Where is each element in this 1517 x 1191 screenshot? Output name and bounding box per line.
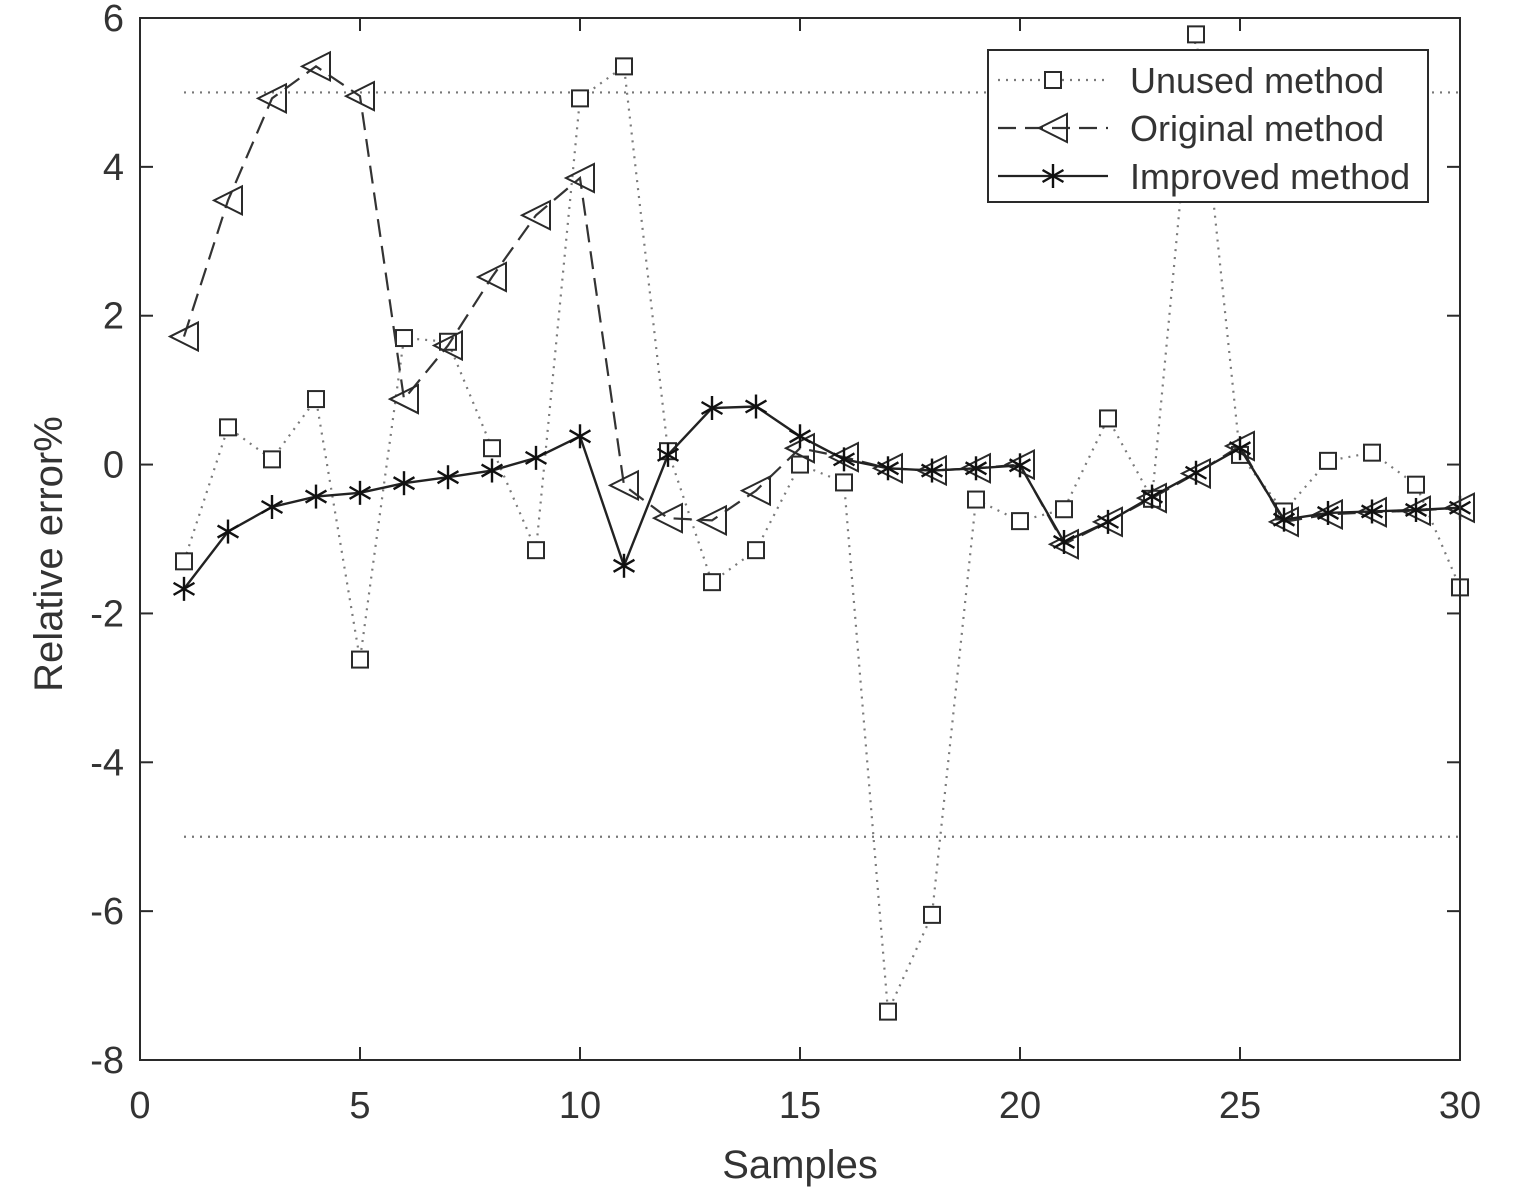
data-point-triangle-left bbox=[343, 80, 375, 112]
data-point-asterisk bbox=[1316, 500, 1340, 525]
data-point-triangle-left bbox=[519, 199, 551, 231]
y-axis-label: Relative error% bbox=[27, 416, 71, 692]
data-point-square bbox=[1363, 443, 1381, 462]
data-point-triangle-left bbox=[739, 475, 771, 507]
x-tick-label: 30 bbox=[1439, 1085, 1481, 1127]
data-point-triangle-left bbox=[211, 184, 243, 216]
data-point-square bbox=[615, 57, 633, 76]
x-tick-label: 5 bbox=[349, 1085, 370, 1127]
legend-entry: Improved method bbox=[998, 156, 1410, 197]
series-line bbox=[182, 34, 1462, 1016]
x-axis-label: Samples bbox=[722, 1143, 878, 1187]
data-point-asterisk bbox=[1272, 507, 1296, 532]
data-point-square bbox=[351, 650, 369, 669]
data-point-triangle-left bbox=[695, 504, 727, 537]
data-point-square bbox=[571, 89, 589, 108]
data-point-asterisk bbox=[832, 447, 856, 472]
data-point-asterisk bbox=[920, 458, 944, 483]
x-tick-label: 25 bbox=[1219, 1085, 1261, 1127]
data-point-square bbox=[527, 541, 545, 560]
data-point-square bbox=[395, 329, 413, 348]
data-point-square bbox=[923, 905, 941, 924]
data-point-square bbox=[1319, 451, 1337, 470]
data-point-square bbox=[703, 573, 721, 592]
legend-entry: Original method bbox=[998, 108, 1384, 149]
data-point-asterisk bbox=[304, 484, 328, 509]
data-point-square bbox=[1011, 512, 1029, 531]
data-point-triangle-left bbox=[563, 162, 595, 194]
data-point-asterisk bbox=[1096, 509, 1120, 534]
legend-marker-asterisk bbox=[1041, 164, 1065, 188]
data-point-asterisk bbox=[788, 424, 812, 449]
data-point-asterisk bbox=[1404, 497, 1428, 522]
data-point-square bbox=[219, 418, 237, 437]
data-point-asterisk bbox=[216, 519, 240, 544]
y-tick-label: -8 bbox=[90, 1040, 124, 1082]
data-point-triangle-left bbox=[167, 320, 199, 353]
series-improved-method bbox=[172, 394, 1472, 601]
data-point-asterisk bbox=[876, 456, 900, 481]
data-point-asterisk bbox=[568, 424, 592, 449]
data-point-triangle-left bbox=[299, 50, 331, 82]
y-tick-label: -4 bbox=[90, 742, 124, 784]
data-point-triangle-left bbox=[607, 469, 639, 502]
data-point-square bbox=[175, 552, 193, 571]
y-tick-label: 6 bbox=[103, 0, 124, 40]
data-point-triangle-left bbox=[255, 82, 287, 115]
legend-label: Improved method bbox=[1130, 156, 1410, 197]
data-point-asterisk bbox=[1184, 460, 1208, 485]
data-point-square bbox=[747, 541, 765, 560]
legend-label: Original method bbox=[1130, 108, 1384, 149]
data-point-asterisk bbox=[1008, 453, 1032, 478]
data-point-asterisk bbox=[1140, 484, 1164, 509]
data-point-asterisk bbox=[1052, 529, 1076, 554]
data-point-square bbox=[835, 473, 853, 492]
data-point-asterisk bbox=[260, 494, 284, 519]
y-tick-label: -2 bbox=[90, 593, 124, 635]
axes: 0 5 10 15 20 25 30 -8 -6 -4 -2 0 2 4 6 bbox=[90, 0, 1481, 1127]
legend-marker-square bbox=[1044, 71, 1062, 89]
y-tick-label: 2 bbox=[103, 296, 124, 338]
data-point-square bbox=[483, 439, 501, 458]
y-tick-label: 4 bbox=[103, 147, 124, 189]
data-point-triangle-left bbox=[651, 502, 683, 534]
data-point-square bbox=[1187, 25, 1205, 44]
data-point-asterisk bbox=[524, 445, 548, 470]
y-tick-label: 0 bbox=[103, 445, 124, 487]
series-line bbox=[183, 405, 1461, 590]
legend-entry: Unused method bbox=[998, 60, 1384, 101]
data-point-triangle-left bbox=[431, 329, 463, 362]
data-point-asterisk bbox=[612, 553, 636, 578]
data-point-square bbox=[1055, 500, 1073, 519]
data-point-asterisk bbox=[700, 396, 724, 421]
data-point-asterisk bbox=[392, 471, 416, 496]
data-point-asterisk bbox=[348, 480, 372, 505]
x-tick-label: 20 bbox=[999, 1085, 1041, 1127]
x-tick-label: 0 bbox=[129, 1085, 150, 1127]
data-point-asterisk bbox=[964, 456, 988, 481]
x-tick-label: 10 bbox=[559, 1085, 601, 1127]
data-point-asterisk bbox=[172, 576, 196, 601]
data-point-square bbox=[263, 450, 281, 469]
legend-label: Unused method bbox=[1130, 60, 1384, 101]
data-point-asterisk bbox=[744, 394, 768, 419]
data-point-asterisk bbox=[1360, 499, 1384, 524]
data-point-asterisk bbox=[656, 442, 680, 467]
data-point-square bbox=[1407, 475, 1425, 494]
x-tick-label: 15 bbox=[779, 1085, 821, 1127]
y-tick-label: -6 bbox=[90, 891, 124, 933]
data-point-asterisk bbox=[436, 465, 460, 490]
data-point-square bbox=[967, 490, 985, 509]
data-point-square bbox=[879, 1002, 897, 1021]
data-point-square bbox=[307, 390, 325, 409]
data-point-triangle-left bbox=[387, 383, 419, 415]
data-point-square bbox=[791, 455, 809, 474]
data-point-asterisk bbox=[480, 458, 504, 483]
data-point-square bbox=[1099, 409, 1117, 428]
data-point-asterisk bbox=[1228, 436, 1252, 461]
legend-marker-triangle-left bbox=[1036, 112, 1068, 144]
data-point-triangle-left bbox=[475, 261, 507, 293]
legend: Unused method Original method Improved met… bbox=[987, 49, 1429, 203]
